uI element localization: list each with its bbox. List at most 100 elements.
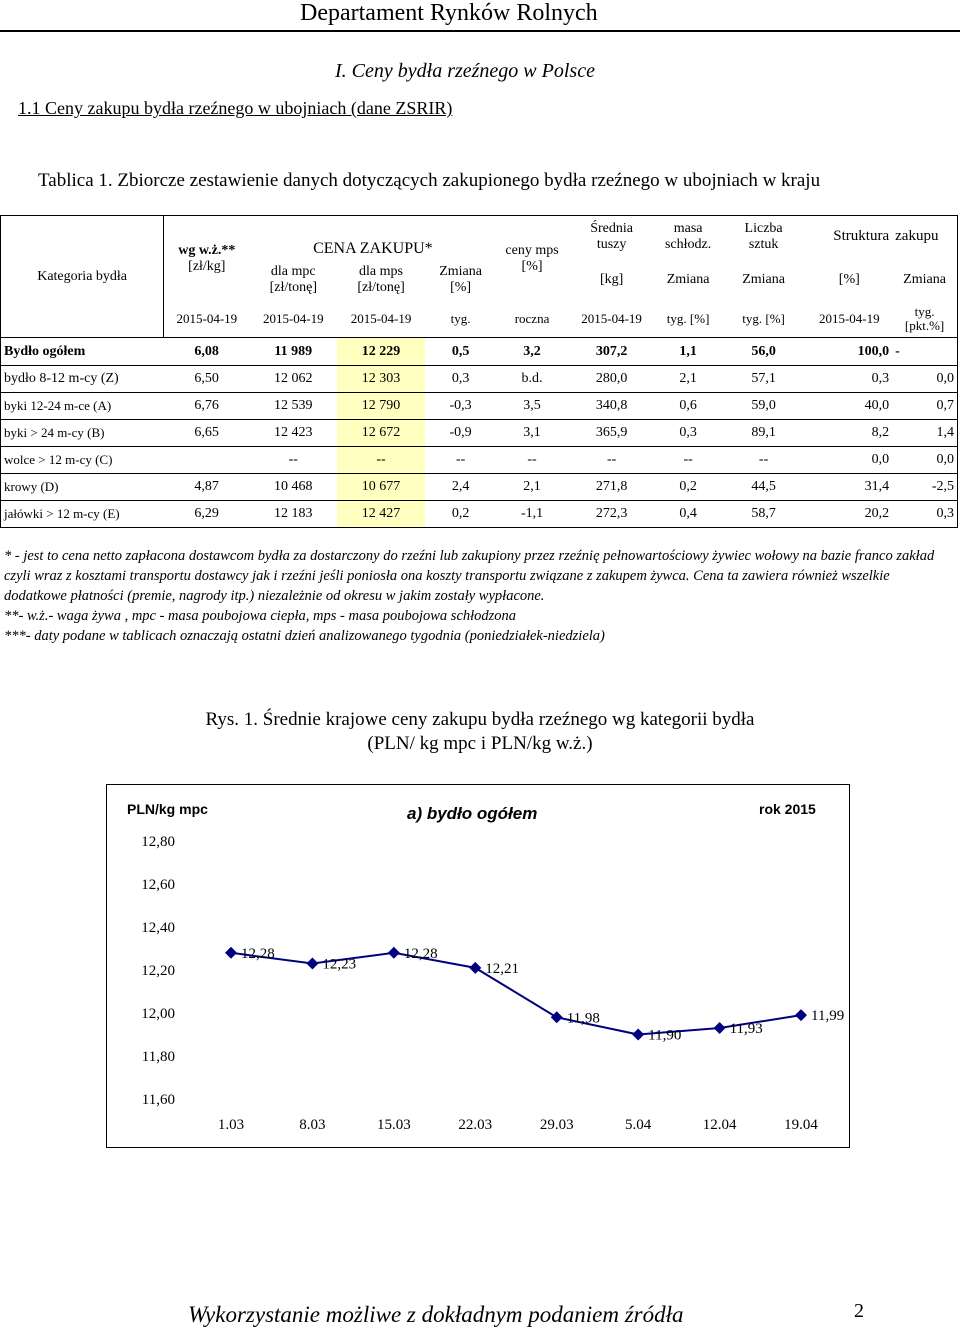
cell-zmiana: -0,9 bbox=[424, 419, 497, 447]
row-name: byki > 24 m-cy (B) bbox=[0, 419, 164, 447]
table-caption: Tablica 1. Zbiorcze zestawienie danych d… bbox=[38, 170, 821, 191]
row-name: byki 12-24 m-ce (A) bbox=[0, 392, 164, 420]
data-label: 11,93 bbox=[730, 1021, 763, 1037]
cell-struktura-zmiana: 0,0 bbox=[892, 365, 959, 393]
cell-mpc: 12 183 bbox=[249, 500, 338, 528]
cell-struktura-zmiana: 1,4 bbox=[892, 419, 959, 447]
header-tyg-pkt: tyg. [pkt.%] bbox=[892, 301, 959, 338]
cell-zmiana: 0,5 bbox=[424, 337, 497, 366]
cell-struktura: 31,4 bbox=[806, 473, 893, 501]
data-label: 11,90 bbox=[648, 1028, 681, 1044]
cell-wz: 6,08 bbox=[163, 337, 250, 366]
cell-wz: 4,87 bbox=[163, 473, 250, 501]
cell-mpc: 12 423 bbox=[249, 419, 338, 447]
cell-sztuk-zmiana: 44,5 bbox=[720, 473, 807, 501]
figure-caption-line-2: (PLN/ kg mpc i PLN/kg w.ż.) bbox=[367, 733, 593, 754]
row-name: Bydło ogółem bbox=[0, 337, 164, 366]
cell-mps: 10 677 bbox=[337, 473, 425, 501]
table-row: krowy (D) 4,87 10 468 10 677 2,4 2,1 271… bbox=[0, 473, 959, 501]
series-line bbox=[230, 951, 802, 1036]
header-roczna: roczna bbox=[496, 301, 568, 338]
cell-struktura: 0,3 bbox=[806, 365, 893, 393]
page-footer-text: Wykorzystanie możliwe z dokładnym podani… bbox=[188, 1302, 684, 1327]
x-tick-label: 22.03 bbox=[458, 1117, 492, 1133]
cell-roczna: 2,1 bbox=[496, 473, 568, 501]
cell-struktura-zmiana: 0,7 bbox=[892, 392, 959, 420]
header-divider bbox=[0, 30, 960, 32]
cell-zmiana: 2,4 bbox=[424, 473, 497, 501]
x-tick-label: 15.03 bbox=[377, 1117, 411, 1133]
header-zmiana-masa: Zmiana bbox=[666, 271, 710, 287]
header-tyg: tyg. bbox=[424, 301, 497, 338]
x-tick-label: 12.04 bbox=[703, 1117, 737, 1133]
x-tick-label: 19.04 bbox=[784, 1117, 818, 1133]
data-label: 11,98 bbox=[567, 1010, 600, 1026]
cell-zmiana: 0,3 bbox=[424, 365, 497, 393]
cell-struktura: 20,2 bbox=[806, 500, 893, 528]
table-row: jałówki > 12 m-cy (E) 6,29 12 183 12 427… bbox=[0, 500, 959, 528]
footnote: **- w.ż.- waga żywa , mpc - masa poubojo… bbox=[4, 608, 517, 624]
data-label: 12,28 bbox=[241, 946, 275, 962]
cell-roczna: 3,1 bbox=[496, 419, 568, 447]
cell-wz bbox=[163, 446, 250, 474]
data-point-marker bbox=[550, 1011, 563, 1024]
y-tick-label: 12,40 bbox=[141, 920, 175, 936]
header-mps: dla mps [zł/tonę] bbox=[357, 263, 405, 295]
table-row: wolce > 12 m-cy (C) -- -- -- -- -- -- --… bbox=[0, 446, 959, 474]
cell-roczna: 3,2 bbox=[496, 337, 568, 366]
cell-mps: 12 229 bbox=[337, 337, 425, 366]
cell-mpc: -- bbox=[249, 446, 338, 474]
data-point-marker bbox=[795, 1009, 807, 1022]
cell-sztuk-zmiana: 59,0 bbox=[720, 392, 807, 420]
data-label: 11,99 bbox=[811, 1008, 844, 1024]
price-line-chart: PLN/kg mpc a) bydło ogółem rok 2015 12,8… bbox=[106, 784, 850, 1148]
cell-wz: 6,29 bbox=[163, 500, 250, 528]
cell-masa: 365,9 bbox=[567, 419, 656, 447]
cell-mpc: 12 062 bbox=[249, 365, 338, 393]
cell-mpc: 10 468 bbox=[249, 473, 338, 501]
cell-struktura-zmiana: - bbox=[892, 337, 959, 366]
header-date-1: 2015-04-19 bbox=[163, 301, 250, 338]
row-name: jałówki > 12 m-cy (E) bbox=[0, 500, 164, 528]
data-label: 12,21 bbox=[485, 961, 519, 977]
cell-roczna: 3,5 bbox=[496, 392, 568, 420]
data-point-marker bbox=[225, 946, 237, 959]
footnotes: * - jest to cena netto zapłacona dostawc… bbox=[4, 546, 954, 646]
header-kategoria: Kategoria bydła bbox=[0, 215, 165, 338]
cell-struktura: 0,0 bbox=[806, 446, 893, 474]
cell-wz: 6,65 bbox=[163, 419, 250, 447]
subsection-title: 1.1 Ceny zakupu bydła rzeźnego w ubojnia… bbox=[18, 98, 453, 118]
department-header: Departament Rynków Rolnych bbox=[300, 0, 598, 26]
table-row: byki 12-24 m-ce (A) 6,76 12 539 12 790 -… bbox=[0, 392, 959, 420]
cell-masa: 280,0 bbox=[567, 365, 656, 393]
header-date-2: 2015-04-19 bbox=[249, 301, 338, 338]
cell-roczna: -1,1 bbox=[496, 500, 568, 528]
cell-zmiana: -- bbox=[424, 446, 497, 474]
cell-struktura-zmiana: 0,0 bbox=[892, 446, 959, 474]
cell-sztuk-zmiana: 57,1 bbox=[720, 365, 807, 393]
cell-struktura-zmiana: -2,5 bbox=[892, 473, 959, 501]
x-tick-label: 5.04 bbox=[625, 1117, 652, 1133]
cell-struktura: 8,2 bbox=[806, 419, 893, 447]
cell-masa-zmiana: 0,4 bbox=[655, 500, 721, 528]
cell-masa: 271,8 bbox=[567, 473, 656, 501]
figure-caption: Rys. 1. Średnie krajowe ceny zakupu bydł… bbox=[0, 708, 960, 756]
cell-sztuk-zmiana: 58,7 bbox=[720, 500, 807, 528]
x-tick-label: 29.03 bbox=[540, 1117, 574, 1133]
x-tick-label: 1.03 bbox=[218, 1117, 244, 1133]
chart-note: rok 2015 bbox=[759, 801, 816, 817]
chart-y-label: PLN/kg mpc bbox=[127, 801, 208, 817]
data-point-marker bbox=[632, 1028, 645, 1041]
cattle-price-table: Kategoria bydła wg w.ż.** [zł/kg] CENA ZA… bbox=[0, 215, 959, 528]
cell-roczna: b.d. bbox=[496, 365, 568, 393]
cell-roczna: -- bbox=[496, 446, 568, 474]
header-ceny-mps: ceny mps [%] bbox=[496, 215, 568, 302]
footnote: ***- daty podane w tablicach oznaczają o… bbox=[4, 628, 605, 644]
y-tick-label: 12,80 bbox=[141, 834, 175, 850]
cell-wz: 6,50 bbox=[163, 365, 250, 393]
header-zmiana: Zmiana [%] bbox=[439, 263, 482, 295]
header-tyg-proc-1: tyg. [%] bbox=[655, 301, 721, 338]
header-cena-zakupu: CENA ZAKUPU* bbox=[249, 215, 497, 258]
header-zakupu: zakupu bbox=[892, 215, 959, 258]
cell-struktura: 40,0 bbox=[806, 392, 893, 420]
